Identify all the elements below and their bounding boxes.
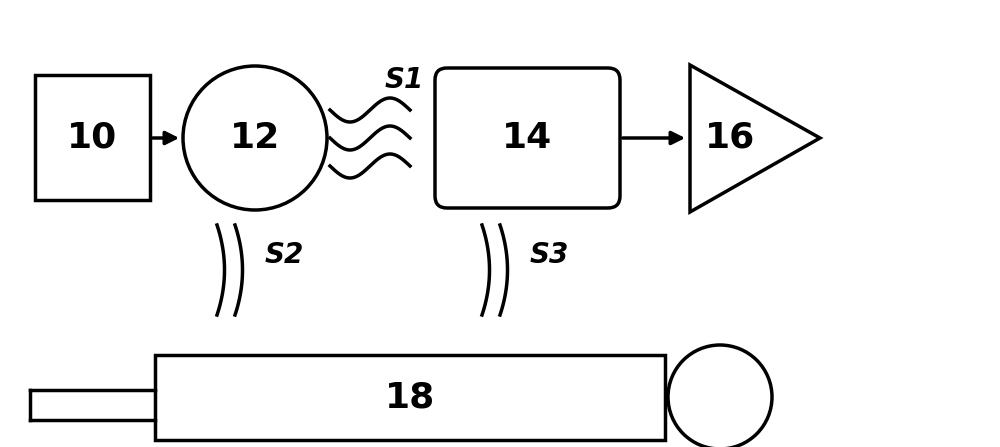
FancyBboxPatch shape — [435, 68, 620, 208]
Text: 14: 14 — [502, 121, 553, 155]
Text: 16: 16 — [705, 121, 755, 155]
Circle shape — [183, 66, 327, 210]
Polygon shape — [690, 65, 820, 212]
Text: S3: S3 — [530, 241, 569, 269]
Circle shape — [668, 345, 772, 447]
Text: 18: 18 — [385, 380, 435, 414]
Text: 12: 12 — [230, 121, 280, 155]
Bar — [155, 355, 665, 440]
Text: S1: S1 — [385, 66, 424, 94]
Text: 10: 10 — [67, 121, 118, 155]
Text: S2: S2 — [265, 241, 304, 269]
Bar — [35, 75, 150, 200]
